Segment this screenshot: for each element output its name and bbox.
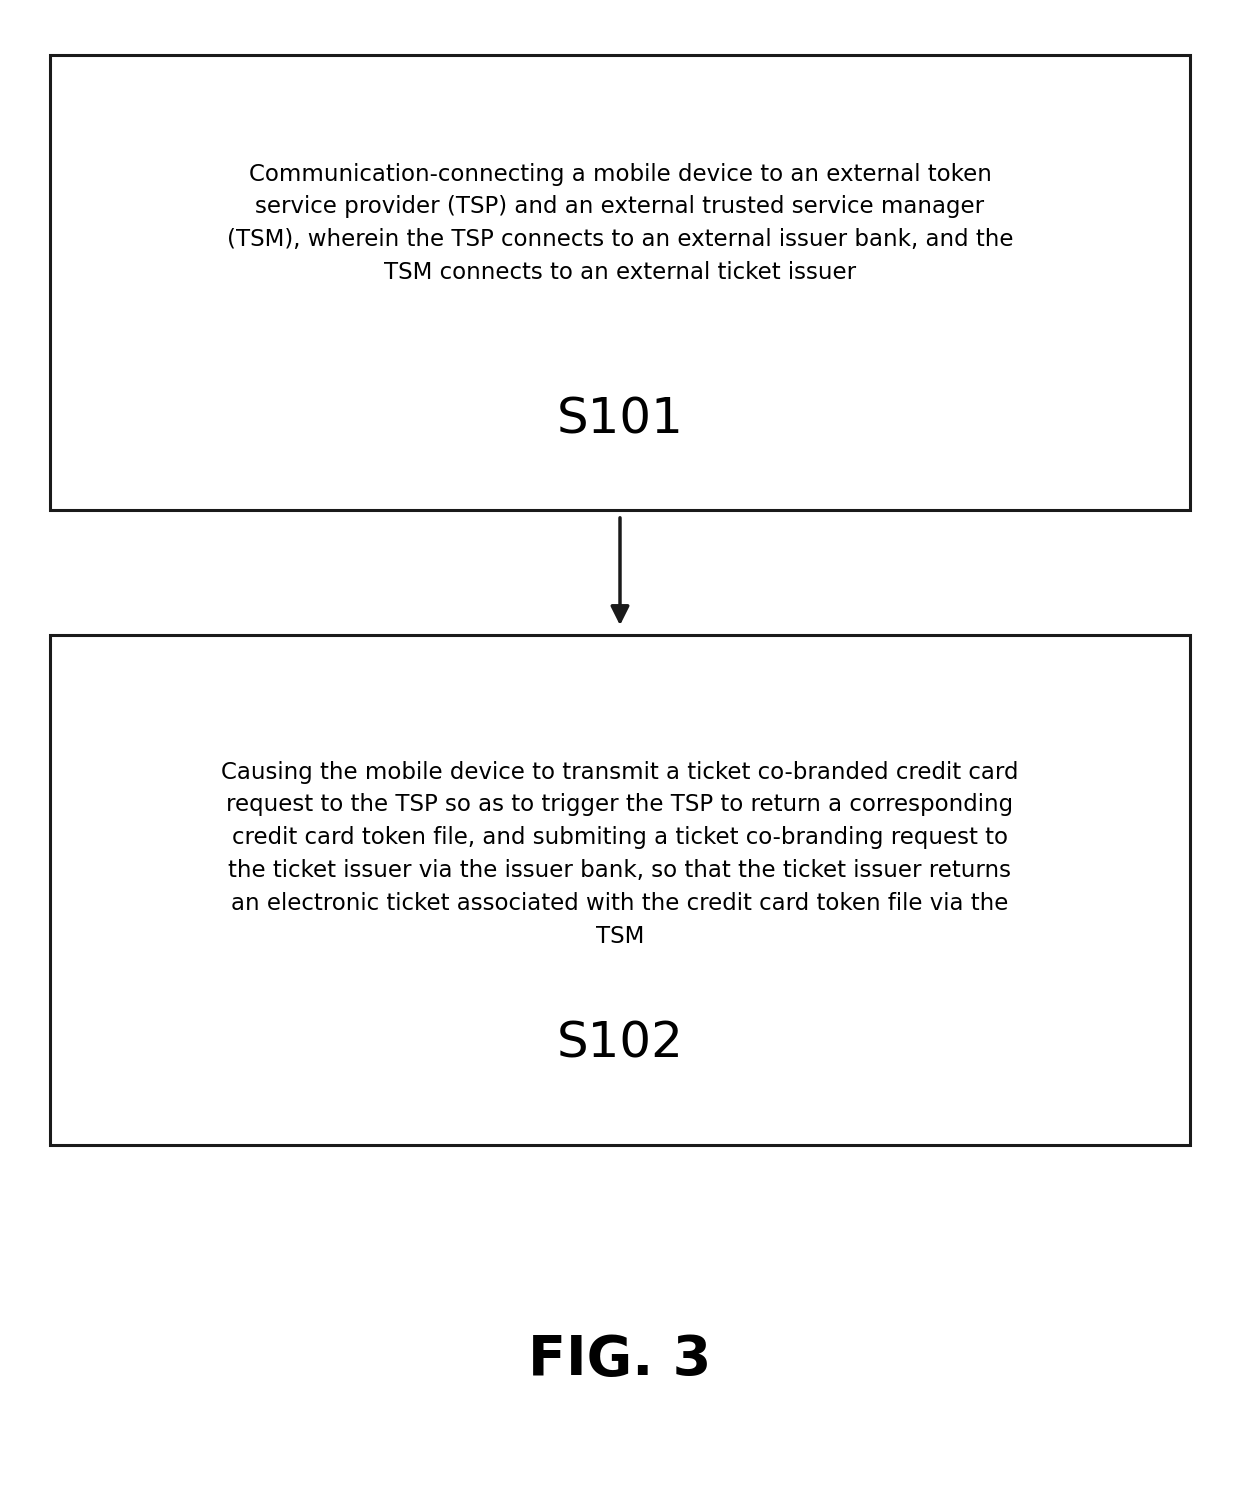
Bar xyxy=(50,55,1190,509)
Bar xyxy=(50,636,1190,1145)
Text: S101: S101 xyxy=(557,395,683,443)
Text: S102: S102 xyxy=(557,1019,683,1068)
Text: Causing the mobile device to transmit a ticket co-branded credit card
request to: Causing the mobile device to transmit a … xyxy=(221,760,1019,947)
Text: FIG. 3: FIG. 3 xyxy=(528,1334,712,1387)
Text: Communication-connecting a mobile device to an external token
service provider (: Communication-connecting a mobile device… xyxy=(227,162,1013,284)
